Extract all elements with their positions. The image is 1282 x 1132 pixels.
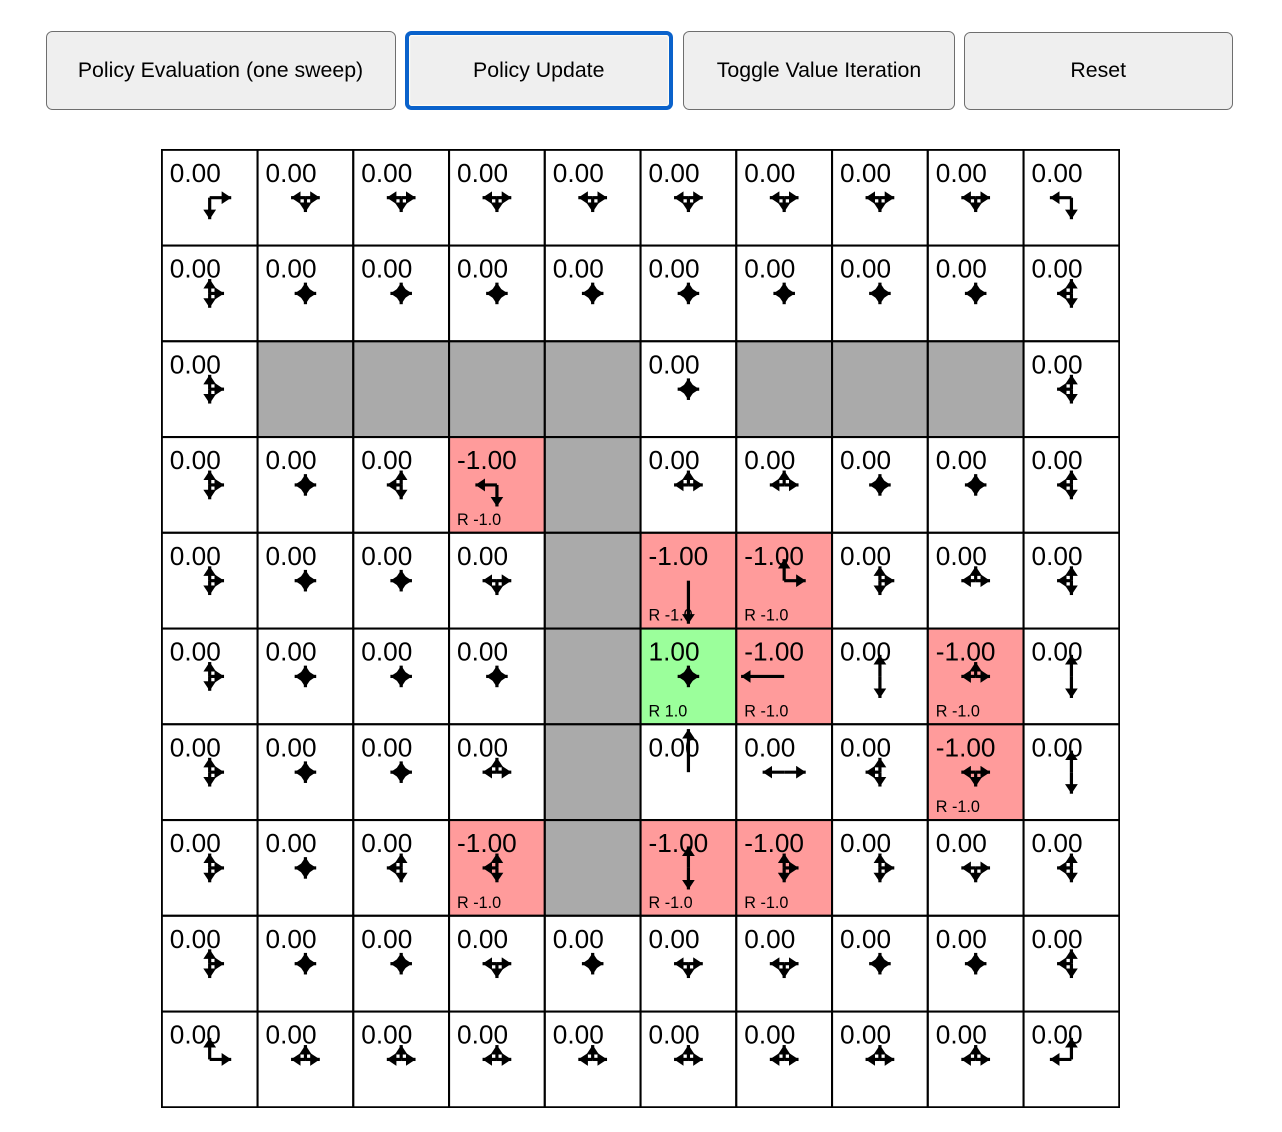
svg-text:0.00: 0.00 bbox=[840, 733, 891, 763]
svg-text:0.00: 0.00 bbox=[648, 350, 699, 380]
svg-text:0.00: 0.00 bbox=[935, 254, 986, 284]
svg-text:0.00: 0.00 bbox=[840, 924, 891, 954]
svg-text:0.00: 0.00 bbox=[552, 924, 603, 954]
svg-text:-1.00: -1.00 bbox=[744, 637, 804, 667]
svg-text:0.00: 0.00 bbox=[648, 445, 699, 475]
svg-text:0.00: 0.00 bbox=[169, 158, 220, 188]
svg-text:0.00: 0.00 bbox=[744, 924, 795, 954]
svg-text:0.00: 0.00 bbox=[265, 733, 316, 763]
svg-text:0.00: 0.00 bbox=[840, 254, 891, 284]
svg-text:R -1.0: R -1.0 bbox=[457, 511, 501, 529]
svg-text:0.00: 0.00 bbox=[457, 541, 508, 571]
svg-text:R -1.0: R -1.0 bbox=[744, 894, 788, 912]
svg-text:-1.00: -1.00 bbox=[457, 445, 517, 475]
svg-text:0.00: 0.00 bbox=[552, 1020, 603, 1050]
svg-text:0.00: 0.00 bbox=[457, 158, 508, 188]
svg-text:0.00: 0.00 bbox=[265, 637, 316, 667]
svg-text:0.00: 0.00 bbox=[648, 733, 699, 763]
svg-text:0.00: 0.00 bbox=[744, 445, 795, 475]
svg-text:0.00: 0.00 bbox=[361, 1020, 412, 1050]
svg-text:0.00: 0.00 bbox=[1031, 828, 1082, 858]
svg-text:0.00: 0.00 bbox=[935, 828, 986, 858]
svg-text:0.00: 0.00 bbox=[1031, 541, 1082, 571]
svg-text:0.00: 0.00 bbox=[361, 158, 412, 188]
svg-text:0.00: 0.00 bbox=[1031, 254, 1082, 284]
svg-text:0.00: 0.00 bbox=[457, 924, 508, 954]
svg-text:0.00: 0.00 bbox=[744, 254, 795, 284]
svg-text:0.00: 0.00 bbox=[552, 158, 603, 188]
svg-text:0.00: 0.00 bbox=[169, 254, 220, 284]
svg-text:0.00: 0.00 bbox=[840, 1020, 891, 1050]
svg-text:0.00: 0.00 bbox=[361, 541, 412, 571]
svg-text:R -1.0: R -1.0 bbox=[457, 894, 501, 912]
svg-text:0.00: 0.00 bbox=[648, 924, 699, 954]
svg-text:0.00: 0.00 bbox=[265, 158, 316, 188]
svg-text:R -1.0: R -1.0 bbox=[935, 798, 979, 816]
svg-text:0.00: 0.00 bbox=[361, 828, 412, 858]
svg-text:-1.00: -1.00 bbox=[744, 828, 804, 858]
svg-text:0.00: 0.00 bbox=[361, 924, 412, 954]
svg-text:0.00: 0.00 bbox=[840, 828, 891, 858]
svg-text:0.00: 0.00 bbox=[552, 254, 603, 284]
svg-text:0.00: 0.00 bbox=[648, 158, 699, 188]
svg-text:0.00: 0.00 bbox=[265, 445, 316, 475]
svg-text:R -1.0: R -1.0 bbox=[648, 607, 692, 625]
svg-text:0.00: 0.00 bbox=[840, 445, 891, 475]
svg-text:0.00: 0.00 bbox=[361, 445, 412, 475]
svg-text:0.00: 0.00 bbox=[457, 254, 508, 284]
svg-text:0.00: 0.00 bbox=[457, 637, 508, 667]
svg-text:0.00: 0.00 bbox=[1031, 637, 1082, 667]
svg-text:R -1.0: R -1.0 bbox=[744, 607, 788, 625]
svg-text:0.00: 0.00 bbox=[840, 541, 891, 571]
svg-text:0.00: 0.00 bbox=[361, 733, 412, 763]
svg-text:0.00: 0.00 bbox=[935, 158, 986, 188]
svg-text:1.00: 1.00 bbox=[648, 637, 699, 667]
svg-text:0.00: 0.00 bbox=[1031, 158, 1082, 188]
svg-text:-1.00: -1.00 bbox=[935, 637, 995, 667]
svg-text:-1.00: -1.00 bbox=[648, 541, 708, 571]
svg-text:0.00: 0.00 bbox=[265, 828, 316, 858]
svg-text:0.00: 0.00 bbox=[169, 1020, 220, 1050]
svg-text:-1.00: -1.00 bbox=[457, 828, 517, 858]
svg-text:0.00: 0.00 bbox=[169, 637, 220, 667]
svg-text:-1.00: -1.00 bbox=[935, 733, 995, 763]
svg-text:0.00: 0.00 bbox=[744, 733, 795, 763]
svg-text:R 1.0: R 1.0 bbox=[648, 703, 687, 721]
svg-text:R -1.0: R -1.0 bbox=[935, 703, 979, 721]
svg-text:0.00: 0.00 bbox=[744, 1020, 795, 1050]
svg-text:0.00: 0.00 bbox=[1031, 924, 1082, 954]
svg-text:0.00: 0.00 bbox=[935, 1020, 986, 1050]
svg-text:0.00: 0.00 bbox=[169, 541, 220, 571]
svg-text:0.00: 0.00 bbox=[1031, 350, 1082, 380]
svg-text:0.00: 0.00 bbox=[265, 541, 316, 571]
svg-text:0.00: 0.00 bbox=[169, 733, 220, 763]
svg-text:0.00: 0.00 bbox=[648, 254, 699, 284]
svg-text:0.00: 0.00 bbox=[1031, 445, 1082, 475]
svg-text:0.00: 0.00 bbox=[265, 254, 316, 284]
svg-text:R -1.0: R -1.0 bbox=[648, 894, 692, 912]
svg-text:0.00: 0.00 bbox=[457, 1020, 508, 1050]
svg-text:0.00: 0.00 bbox=[457, 733, 508, 763]
svg-text:0.00: 0.00 bbox=[265, 1020, 316, 1050]
svg-text:0.00: 0.00 bbox=[169, 350, 220, 380]
svg-text:0.00: 0.00 bbox=[169, 828, 220, 858]
svg-text:-1.00: -1.00 bbox=[744, 541, 804, 571]
svg-text:0.00: 0.00 bbox=[1031, 1020, 1082, 1050]
svg-text:0.00: 0.00 bbox=[935, 445, 986, 475]
svg-text:0.00: 0.00 bbox=[169, 445, 220, 475]
svg-text:-1.00: -1.00 bbox=[648, 828, 708, 858]
svg-text:0.00: 0.00 bbox=[648, 1020, 699, 1050]
svg-text:0.00: 0.00 bbox=[169, 924, 220, 954]
svg-text:0.00: 0.00 bbox=[935, 541, 986, 571]
svg-text:0.00: 0.00 bbox=[744, 158, 795, 188]
svg-text:0.00: 0.00 bbox=[361, 254, 412, 284]
svg-text:0.00: 0.00 bbox=[840, 637, 891, 667]
svg-text:0.00: 0.00 bbox=[840, 158, 891, 188]
svg-text:0.00: 0.00 bbox=[935, 924, 986, 954]
svg-text:0.00: 0.00 bbox=[1031, 733, 1082, 763]
svg-text:R -1.0: R -1.0 bbox=[744, 703, 788, 721]
svg-text:0.00: 0.00 bbox=[361, 637, 412, 667]
svg-text:0.00: 0.00 bbox=[265, 924, 316, 954]
